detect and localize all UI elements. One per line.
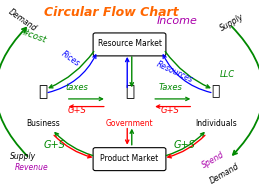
Text: G+S: G+S [173, 140, 195, 150]
Text: 👥: 👥 [212, 84, 220, 98]
Text: Spend: Spend [201, 150, 226, 170]
Text: Business: Business [26, 119, 60, 128]
Text: Supply: Supply [10, 152, 36, 161]
Text: G+S: G+S [44, 140, 65, 150]
Text: 🏭: 🏭 [39, 84, 48, 99]
Text: Product Market: Product Market [100, 154, 159, 163]
Text: 🏛: 🏛 [125, 84, 134, 99]
Text: LLC: LLC [220, 70, 235, 79]
Text: Demand: Demand [7, 8, 38, 34]
Text: Circular Flow Chart: Circular Flow Chart [44, 6, 179, 19]
FancyBboxPatch shape [93, 33, 166, 56]
Text: Individuals: Individuals [195, 119, 237, 128]
Text: #cost: #cost [20, 27, 48, 45]
Text: G+S: G+S [161, 106, 180, 115]
FancyBboxPatch shape [93, 148, 166, 171]
Text: Resources: Resources [155, 60, 195, 85]
Text: Resource Market: Resource Market [97, 39, 162, 48]
Text: G+S: G+S [68, 106, 87, 115]
Text: Taxes: Taxes [159, 83, 182, 92]
Text: Revenue: Revenue [15, 163, 48, 172]
Text: Demand: Demand [209, 161, 241, 185]
Text: Rices: Rices [59, 49, 81, 68]
Text: Income: Income [157, 16, 198, 26]
Text: taxes: taxes [66, 83, 89, 92]
Text: Supply: Supply [218, 12, 246, 33]
Text: Government: Government [106, 119, 153, 128]
